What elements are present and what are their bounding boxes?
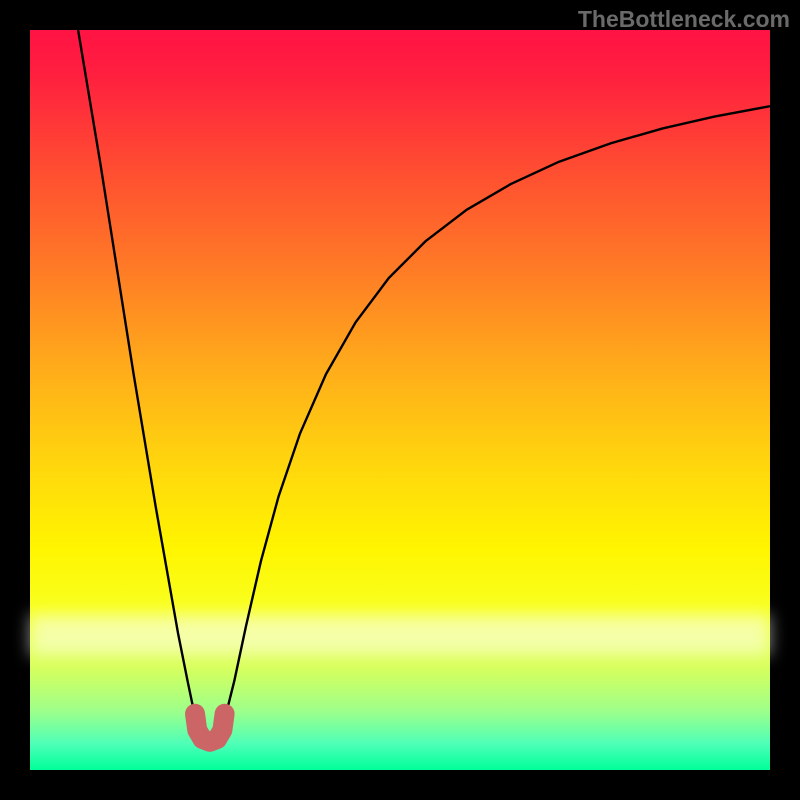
- bottleneck-chart: [0, 0, 800, 800]
- plot-background: [30, 30, 770, 770]
- watermark-text: TheBottleneck.com: [578, 6, 790, 33]
- highlight-band: [30, 615, 770, 656]
- chart-root: TheBottleneck.com: [0, 0, 800, 800]
